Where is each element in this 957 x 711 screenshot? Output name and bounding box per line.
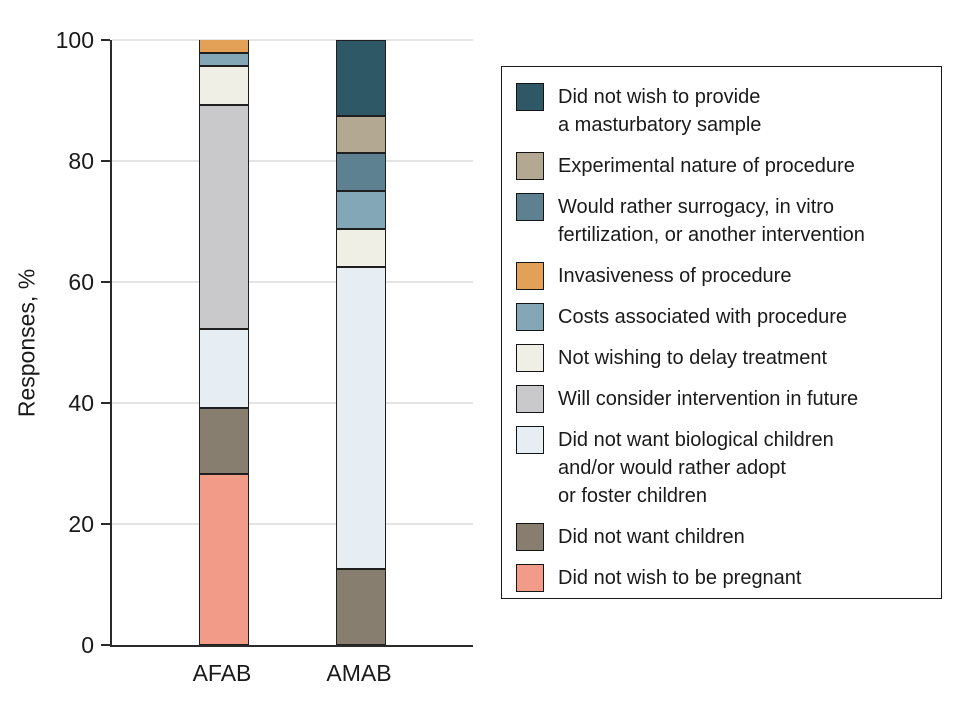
legend-label-masturbatory: Did not wish to provide a masturbatory s…	[558, 86, 762, 136]
legend-item-future: Will consider intervention in future	[516, 385, 933, 413]
y-tick-80	[101, 160, 110, 162]
legend-label-delay: Not wishing to delay treatment	[558, 347, 828, 369]
legend-item-no_bio_children: Did not want biological children and/or …	[516, 426, 933, 510]
bar-segment-amab-delay	[336, 229, 386, 267]
bar-segment-afab-pregnant	[199, 473, 249, 645]
y-tick-60	[101, 281, 110, 283]
legend-label-no_bio_children: Did not want biological children and/or …	[558, 429, 834, 507]
legend-item-costs: Costs associated with procedure	[516, 303, 933, 331]
gridline-80	[112, 160, 473, 162]
y-tick-label-60: 60	[68, 269, 94, 295]
legend-swatch-no_bio_children	[516, 426, 544, 454]
bar-afab	[199, 40, 249, 645]
legend-label-pregnant: Did not wish to be pregnant	[558, 567, 802, 589]
plot-area	[101, 39, 473, 647]
y-tick-label-0: 0	[81, 632, 94, 658]
bar-amab	[336, 40, 386, 645]
legend-label-no_children: Did not want children	[558, 526, 745, 548]
bar-segment-afab-future	[199, 105, 249, 330]
x-category-label-amab: AMAB	[326, 660, 392, 686]
y-tick-label-20: 20	[68, 511, 94, 537]
legend-item-invasiveness: Invasiveness of procedure	[516, 262, 933, 290]
legend-item-experimental: Experimental nature of procedure	[516, 152, 933, 180]
legend-label-surrogacy: Would rather surrogacy, in vitro fertili…	[558, 196, 865, 246]
bar-segment-amab-masturbatory	[336, 40, 386, 116]
gridline-100	[112, 39, 473, 41]
gridline-20	[112, 523, 473, 525]
bar-segment-amab-no_bio_children	[336, 266, 386, 570]
legend: Did not wish to provide a masturbatory s…	[501, 66, 942, 599]
legend-swatch-future	[516, 385, 544, 413]
bar-segment-afab-invasiveness	[199, 40, 249, 53]
bar-segment-afab-delay	[199, 66, 249, 106]
legend-item-surrogacy: Would rather surrogacy, in vitro fertili…	[516, 193, 933, 249]
y-tick-0	[101, 644, 110, 646]
legend-label-future: Will consider intervention in future	[558, 388, 859, 410]
legend-swatch-no_children	[516, 523, 544, 551]
legend-label-invasiveness: Invasiveness of procedure	[558, 265, 792, 287]
legend-item-delay: Not wishing to delay treatment	[516, 344, 933, 372]
y-tick-label-80: 80	[68, 148, 94, 174]
bar-segment-amab-surrogacy	[336, 153, 386, 192]
y-tick-40	[101, 402, 110, 404]
y-tick-100	[101, 39, 110, 41]
legend-item-no_children: Did not want children	[516, 523, 933, 551]
bar-segment-amab-no_children	[336, 569, 386, 645]
y-tick-20	[101, 523, 110, 525]
legend-swatch-surrogacy	[516, 193, 544, 221]
bar-segment-afab-no_children	[199, 407, 249, 474]
legend-swatch-invasiveness	[516, 262, 544, 290]
bar-segment-amab-experimental	[336, 115, 386, 154]
x-category-label-afab: AFAB	[192, 660, 252, 686]
legend-swatch-masturbatory	[516, 83, 544, 111]
legend-swatch-pregnant	[516, 564, 544, 592]
y-tick-label-40: 40	[68, 390, 94, 416]
bar-segment-amab-costs	[336, 191, 386, 230]
legend-item-pregnant: Did not wish to be pregnant	[516, 564, 933, 592]
legend-item-masturbatory: Did not wish to provide a masturbatory s…	[516, 83, 933, 139]
gridline-60	[112, 281, 473, 283]
y-tick-label-100: 100	[55, 27, 94, 53]
legend-swatch-delay	[516, 344, 544, 372]
bar-segment-afab-costs	[199, 52, 249, 67]
gridline-40	[112, 402, 473, 404]
legend-label-costs: Costs associated with procedure	[558, 306, 848, 328]
legend-label-experimental: Experimental nature of procedure	[558, 155, 855, 177]
bar-segment-afab-no_bio_children	[199, 329, 249, 408]
legend-swatch-experimental	[516, 152, 544, 180]
legend-swatch-costs	[516, 303, 544, 331]
